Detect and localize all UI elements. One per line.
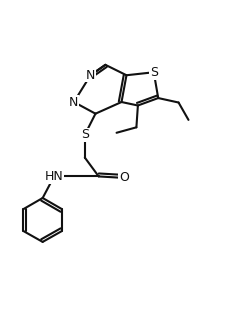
Text: O: O — [119, 171, 129, 184]
Text: N: N — [69, 96, 79, 109]
Text: N: N — [86, 69, 95, 82]
Text: S: S — [81, 128, 89, 141]
Text: HN: HN — [45, 170, 63, 183]
Text: S: S — [150, 66, 158, 79]
